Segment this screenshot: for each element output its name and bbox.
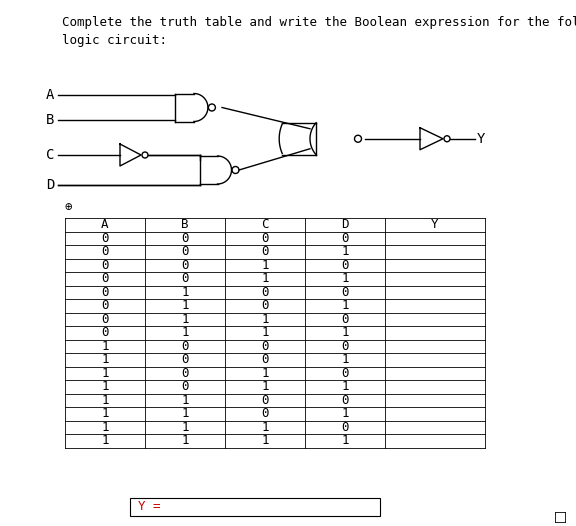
Text: B: B: [181, 218, 189, 231]
Text: A: A: [46, 88, 54, 102]
Text: 0: 0: [101, 259, 109, 272]
Text: 1: 1: [262, 326, 269, 339]
Text: D: D: [46, 178, 54, 192]
Text: 1: 1: [181, 286, 189, 299]
Text: 0: 0: [262, 407, 269, 420]
Text: 0: 0: [262, 353, 269, 366]
Text: 0: 0: [181, 353, 189, 366]
Text: Y: Y: [477, 132, 486, 146]
Text: 1: 1: [262, 367, 269, 380]
Text: 0: 0: [181, 245, 189, 258]
Text: C: C: [46, 148, 54, 162]
Text: 0: 0: [181, 367, 189, 380]
Text: B: B: [46, 113, 54, 127]
Text: 0: 0: [341, 313, 348, 326]
Text: D: D: [341, 218, 348, 231]
Text: 0: 0: [101, 272, 109, 285]
Text: 0: 0: [341, 340, 348, 353]
Text: 0: 0: [341, 394, 348, 407]
Text: 0: 0: [181, 272, 189, 285]
FancyBboxPatch shape: [130, 498, 380, 516]
Text: 1: 1: [101, 353, 109, 366]
Text: 0: 0: [262, 340, 269, 353]
Text: 0: 0: [101, 245, 109, 258]
Text: 0: 0: [262, 394, 269, 407]
Text: 0: 0: [341, 232, 348, 245]
Text: Complete the truth table and write the Boolean expression for the following
logi: Complete the truth table and write the B…: [62, 16, 576, 47]
Text: 0: 0: [101, 313, 109, 326]
Text: 1: 1: [101, 394, 109, 407]
Text: 1: 1: [341, 380, 348, 393]
Text: 0: 0: [101, 286, 109, 299]
Text: 0: 0: [101, 299, 109, 312]
Text: 0: 0: [341, 286, 348, 299]
Text: 1: 1: [181, 421, 189, 434]
Text: 0: 0: [181, 259, 189, 272]
Text: 1: 1: [341, 407, 348, 420]
Text: 1: 1: [181, 434, 189, 447]
Text: 0: 0: [101, 232, 109, 245]
Text: 1: 1: [262, 272, 269, 285]
Text: 1: 1: [341, 326, 348, 339]
Text: 0: 0: [341, 421, 348, 434]
Text: 1: 1: [262, 434, 269, 447]
Text: 1: 1: [262, 421, 269, 434]
Text: 1: 1: [101, 407, 109, 420]
Text: 1: 1: [262, 380, 269, 393]
Text: 1: 1: [341, 245, 348, 258]
Text: ⊕: ⊕: [65, 201, 72, 215]
Text: 1: 1: [101, 367, 109, 380]
Text: C: C: [262, 218, 269, 231]
Text: 0: 0: [181, 232, 189, 245]
Text: 1: 1: [181, 299, 189, 312]
Text: 1: 1: [262, 259, 269, 272]
Text: 1: 1: [341, 299, 348, 312]
Text: 1: 1: [341, 434, 348, 447]
Text: 0: 0: [262, 286, 269, 299]
Text: 0: 0: [101, 326, 109, 339]
Text: 1: 1: [181, 313, 189, 326]
Text: A: A: [101, 218, 109, 231]
Text: 0: 0: [341, 259, 348, 272]
Text: 0: 0: [341, 367, 348, 380]
Text: 1: 1: [101, 421, 109, 434]
Text: 1: 1: [341, 272, 348, 285]
Text: 0: 0: [181, 340, 189, 353]
Text: 0: 0: [262, 232, 269, 245]
Text: 1: 1: [101, 340, 109, 353]
Text: Y: Y: [431, 218, 439, 231]
Text: 1: 1: [341, 353, 348, 366]
Text: 1: 1: [181, 394, 189, 407]
Text: 1: 1: [101, 380, 109, 393]
Text: Y =: Y =: [138, 501, 161, 513]
Text: 1: 1: [262, 313, 269, 326]
Text: 0: 0: [181, 380, 189, 393]
Text: 1: 1: [181, 326, 189, 339]
Text: 1: 1: [181, 407, 189, 420]
Text: 1: 1: [101, 434, 109, 447]
Text: 0: 0: [262, 245, 269, 258]
Text: 0: 0: [262, 299, 269, 312]
